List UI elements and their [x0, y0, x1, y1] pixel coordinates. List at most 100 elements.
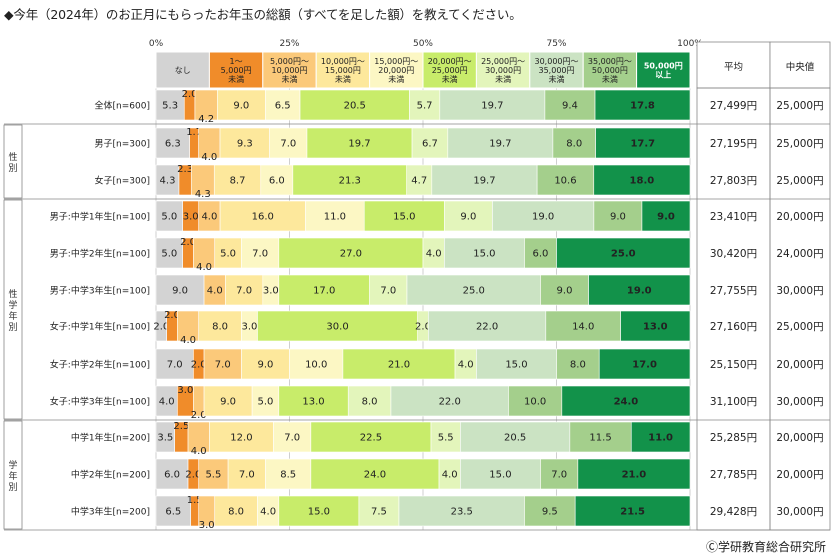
- bar-segment: [265, 458, 312, 490]
- bar-segment: [306, 127, 413, 159]
- data-label: 21.5: [620, 507, 645, 518]
- legend-label: 10,000円: [272, 66, 308, 75]
- data-label: 5.7: [417, 101, 433, 112]
- row-label: 中学2年生[n=200]: [71, 469, 150, 481]
- data-label: 18.0: [630, 176, 655, 187]
- row-label: 女子:中学3年生[n=100]: [50, 396, 150, 408]
- data-label: 4.3: [160, 176, 176, 187]
- data-label: 4.0: [458, 360, 474, 371]
- data-label: 10.0: [305, 360, 327, 371]
- average-value: 23,410円: [710, 211, 757, 223]
- median-value: 20,000円: [776, 469, 823, 481]
- bar-segment: [155, 200, 184, 232]
- data-label: 9.0: [557, 286, 573, 297]
- bar-segment: [540, 458, 579, 490]
- bar-segment: [278, 237, 424, 269]
- data-label: 9.0: [610, 212, 626, 223]
- average-value: 25,285円: [710, 432, 757, 444]
- stats-column-frame: [696, 87, 771, 531]
- bar-segment: [430, 421, 461, 453]
- bar-segment: [406, 274, 541, 306]
- group-label-box: [3, 420, 23, 530]
- data-label: 6.0: [533, 249, 549, 260]
- legend-label: 未満: [602, 74, 618, 84]
- data-label: 7.0: [551, 470, 567, 481]
- data-label: 22.5: [360, 433, 382, 444]
- data-label: 9.0: [172, 286, 188, 297]
- data-label: 14.0: [572, 322, 594, 333]
- data-label: 10.6: [554, 176, 576, 187]
- legend-label: 30,000円～: [535, 57, 579, 66]
- average-value: 27,195円: [710, 138, 757, 150]
- data-label: 3.0: [263, 286, 279, 297]
- bar-segment: [155, 89, 185, 121]
- median-value: 25,000円: [776, 321, 823, 333]
- bar-segment: [545, 310, 621, 342]
- legend-label: 25,000円: [432, 66, 468, 75]
- row-label: 女子[n=300]: [95, 175, 150, 187]
- data-label: 5.3: [162, 101, 178, 112]
- group-label: 学: [8, 459, 17, 471]
- x-tick-label: 100%: [677, 39, 703, 49]
- legend-label: 未満: [442, 74, 458, 84]
- bar-segment: [213, 164, 262, 196]
- data-label: 15.0: [473, 249, 495, 260]
- bar-segment: [556, 237, 691, 269]
- bar-segment: [260, 164, 294, 196]
- bar-segment: [540, 274, 589, 306]
- data-label: 21.0: [388, 360, 410, 371]
- bar-segment: [217, 89, 266, 121]
- bar-segment: [155, 274, 205, 306]
- data-label: 9.0: [258, 360, 274, 371]
- group-label: 年: [8, 470, 17, 482]
- bar-segment: [347, 385, 392, 417]
- bar-segment: [598, 348, 691, 380]
- bar-segment: [198, 458, 229, 490]
- data-label: 5.5: [438, 433, 454, 444]
- data-label: 13.0: [643, 322, 668, 333]
- data-label: 6.7: [422, 139, 438, 150]
- data-label: 19.0: [627, 286, 652, 297]
- data-label: 8.5: [280, 470, 296, 481]
- bar-segment: [198, 310, 242, 342]
- data-label: 19.7: [473, 176, 495, 187]
- group-label: 別: [8, 163, 17, 174]
- data-label: 9.4: [562, 101, 578, 112]
- bar-segment: [241, 237, 280, 269]
- data-label: 9.5: [542, 507, 558, 518]
- legend-label: 35,000円: [539, 66, 575, 75]
- legend-swatch: [582, 51, 638, 89]
- bar-segment: [428, 310, 547, 342]
- data-label: 4.0: [260, 507, 276, 518]
- bar-segment: [460, 421, 571, 453]
- data-label: 5.0: [220, 249, 236, 260]
- bar-segment: [278, 385, 349, 417]
- data-label: 19.7: [348, 139, 370, 150]
- data-label: 17.0: [313, 286, 335, 297]
- data-label: 3.5: [157, 433, 173, 444]
- bar-segment: [155, 127, 190, 159]
- bar-segment: [273, 421, 312, 453]
- legend-label: 1～: [230, 57, 243, 66]
- row-label: 女子:中学1年生[n=100]: [50, 321, 150, 333]
- data-label: 4.0: [191, 446, 207, 457]
- group-label-box: [3, 199, 23, 420]
- median-value: 20,000円: [776, 211, 823, 223]
- bar-segment: [630, 421, 691, 453]
- legend-label: 35,000円～: [588, 57, 632, 66]
- bar-segment: [476, 348, 557, 380]
- data-label: 6.5: [165, 507, 181, 518]
- data-label: 1.7: [186, 127, 202, 138]
- bar-segment: [524, 495, 576, 527]
- median-value: 20,000円: [776, 432, 823, 444]
- average-value: 31,100円: [710, 396, 757, 408]
- data-label: 8.0: [228, 507, 244, 518]
- data-label: 2.0: [415, 322, 431, 333]
- stats-header-cell: [696, 41, 771, 89]
- bar-segment: [219, 127, 270, 159]
- median-value: 30,000円: [776, 285, 823, 297]
- legend-swatch: [315, 51, 371, 89]
- data-label: 5.0: [161, 249, 177, 260]
- bar-segment: [574, 495, 691, 527]
- legend-label: 10,000円～: [321, 57, 365, 66]
